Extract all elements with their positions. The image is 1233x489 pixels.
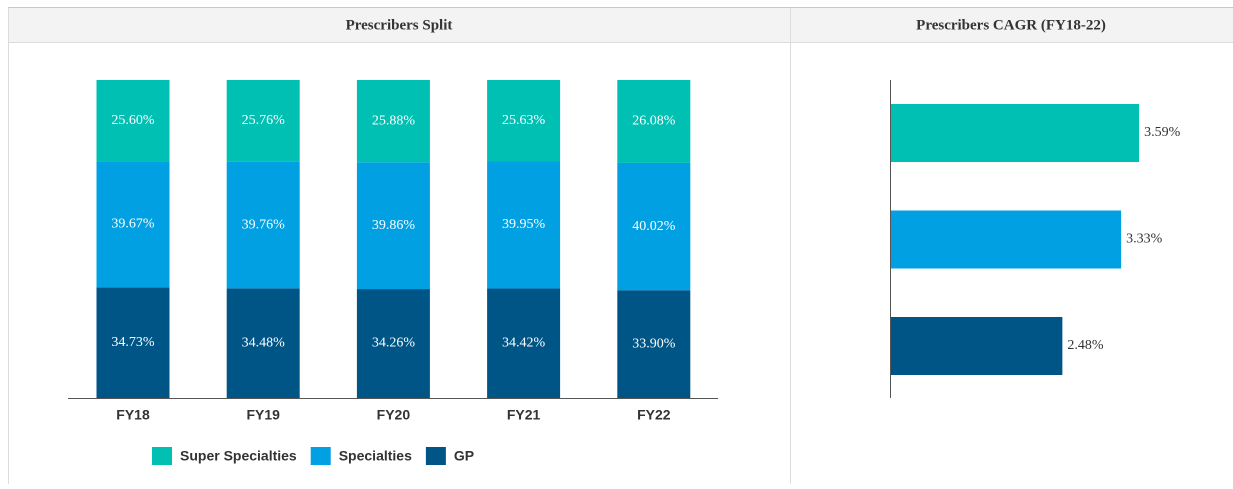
bar-segment (356, 162, 430, 290)
bar-segment (96, 161, 170, 288)
data-label: 39.86% (372, 218, 416, 233)
data-label: 25.88% (372, 113, 416, 128)
legend-label: Super Specialties (180, 448, 297, 464)
x-tick-label: FY19 (246, 407, 280, 423)
bar-segment (96, 80, 170, 162)
bar-segment (356, 80, 430, 163)
x-tick-label: FY20 (377, 407, 411, 423)
bar-segment (487, 288, 561, 398)
bar (891, 317, 1063, 375)
x-tick-label: FY22 (637, 407, 671, 423)
data-label: 26.08% (632, 114, 676, 129)
data-label: 40.02% (632, 219, 676, 234)
bar (891, 104, 1140, 162)
data-label: 33.90% (632, 336, 676, 351)
bar-segment (617, 162, 691, 291)
chart-title: Prescribers CAGR (FY18-22) (916, 17, 1106, 33)
data-label: 3.33% (1126, 232, 1163, 247)
data-label: 25.63% (502, 113, 546, 128)
data-label: 34.26% (372, 336, 416, 351)
data-label: 39.95% (502, 217, 546, 232)
legend-label: Specialties (339, 448, 412, 464)
bar-segment (226, 80, 300, 162)
data-label: 2.48% (1067, 338, 1104, 353)
bar-segment (617, 80, 691, 163)
bar-segment (226, 288, 300, 398)
bar-segment (487, 161, 561, 289)
data-label: 39.76% (242, 217, 286, 232)
data-label: 34.42% (502, 335, 546, 350)
data-label: 25.60% (111, 113, 155, 128)
x-tick-label: FY18 (116, 407, 150, 423)
x-tick-label: FY21 (507, 407, 541, 423)
bar-segment (226, 161, 300, 289)
data-label: 34.73% (111, 335, 155, 350)
data-label: 34.48% (242, 335, 286, 350)
data-label: 39.67% (111, 217, 155, 232)
legend-swatch (425, 447, 446, 465)
header-band (8, 8, 1233, 42)
bar-segment (617, 290, 691, 398)
data-label: 3.59% (1144, 125, 1181, 140)
chart-title: Prescribers Split (346, 17, 453, 33)
data-label: 25.76% (242, 113, 286, 128)
bar-segment (356, 289, 430, 398)
bar-segment (487, 80, 561, 162)
legend-swatch (310, 447, 331, 465)
legend-label: GP (454, 448, 474, 464)
bar-segment (96, 287, 170, 398)
legend-swatch (152, 447, 172, 465)
bar (891, 210, 1122, 269)
